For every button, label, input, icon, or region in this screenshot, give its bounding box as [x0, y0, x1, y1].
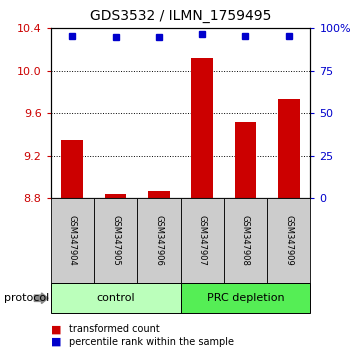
- Text: protocol: protocol: [4, 293, 49, 303]
- Text: GSM347905: GSM347905: [111, 215, 120, 266]
- Bar: [278, 99, 300, 198]
- Text: GSM347906: GSM347906: [155, 215, 163, 266]
- Text: ■: ■: [51, 324, 61, 334]
- Bar: [105, 194, 126, 198]
- Bar: [235, 122, 256, 198]
- Bar: [191, 58, 213, 198]
- Text: GSM347909: GSM347909: [284, 215, 293, 266]
- Text: transformed count: transformed count: [69, 324, 159, 334]
- Text: GSM347904: GSM347904: [68, 215, 77, 266]
- Text: GSM347908: GSM347908: [241, 215, 250, 266]
- Text: control: control: [96, 293, 135, 303]
- Text: percentile rank within the sample: percentile rank within the sample: [69, 337, 234, 347]
- Text: ■: ■: [51, 337, 61, 347]
- Text: GSM347907: GSM347907: [198, 215, 206, 266]
- FancyArrow shape: [34, 293, 48, 303]
- Text: PRC depletion: PRC depletion: [206, 293, 284, 303]
- Bar: [61, 140, 83, 198]
- Bar: [148, 191, 170, 198]
- Text: GDS3532 / ILMN_1759495: GDS3532 / ILMN_1759495: [90, 9, 271, 23]
